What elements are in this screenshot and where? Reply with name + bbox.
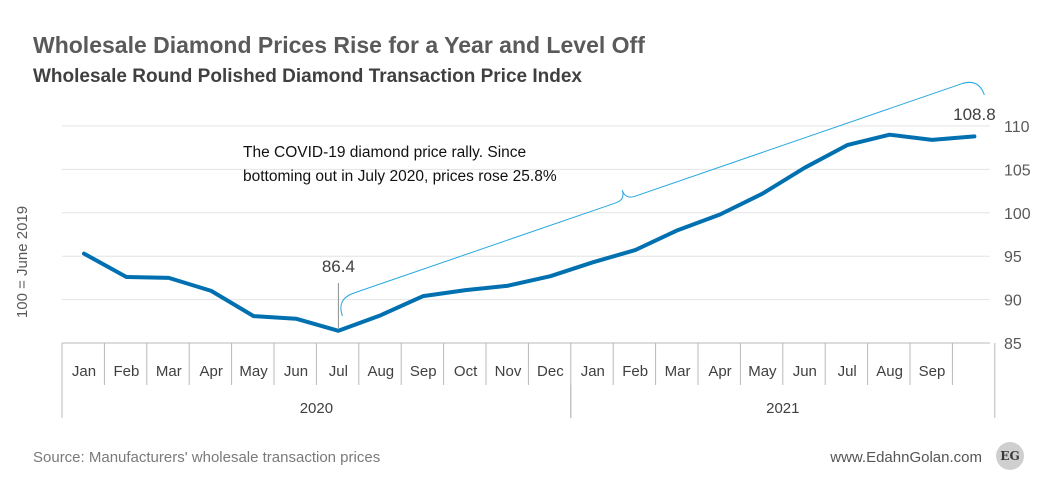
x-tick-label: Aug [876, 363, 903, 380]
y-tick-label: 95 [1004, 249, 1022, 266]
x-tick-label: Jun [793, 363, 817, 380]
x-tick-label: Jan [72, 363, 96, 380]
year-label: 2020 [300, 400, 333, 417]
x-tick-label: Sep [410, 363, 437, 380]
x-tick-label: Jul [838, 363, 857, 380]
x-tick-label: Feb [622, 363, 648, 380]
y-axis-label: 100 = June 2019 [14, 206, 31, 318]
data-points [83, 134, 975, 331]
x-tick-label: Jun [284, 363, 308, 380]
x-tick-label: Mar [156, 363, 182, 380]
x-tick-label: May [239, 363, 268, 380]
x-tick-label: May [748, 363, 777, 380]
website-link[interactable]: www.EdahnGolan.com [830, 449, 982, 466]
source-note: Source: Manufacturers' wholesale transac… [33, 449, 381, 466]
x-tick-label: Jul [329, 363, 348, 380]
x-tick-label: Jan [581, 363, 605, 380]
y-tick-label: 85 [1004, 336, 1022, 353]
y-tick-label: 100 [1004, 206, 1031, 223]
y-tick-labels: 85 90 95 100 105 110 [1004, 119, 1031, 353]
series-line [82, 132, 977, 333]
year-label: 2021 [766, 400, 799, 417]
y-tick-label: 105 [1004, 162, 1031, 179]
data-label: 86.4 [322, 257, 355, 276]
data-labels: 86.4 108.8 [322, 105, 996, 328]
y-tick-label: 90 [1004, 293, 1022, 310]
x-tick-label: Oct [454, 363, 478, 380]
data-label: 108.8 [953, 105, 996, 124]
gridlines [62, 125, 990, 301]
annotation-text-line-2: bottoming out in July 2020, prices rose … [243, 168, 557, 185]
y-tick-label: 110 [1004, 119, 1030, 136]
x-tick-label: Feb [113, 363, 139, 380]
chart-subtitle: Wholesale Round Polished Diamond Transac… [33, 66, 582, 87]
x-tick-label: Mar [665, 363, 691, 380]
annotation-text-line-1: The COVID-19 diamond price rally. Since [243, 144, 526, 161]
x-axis: Jan Feb Mar Apr May Jun Jul Aug Sep Oct Nov Dec Jan F… [61, 342, 996, 418]
x-tick-label: Dec [537, 363, 564, 380]
x-tick-label: Apr [708, 363, 731, 380]
annotation: The COVID-19 diamond price rally. Since … [243, 81, 985, 317]
x-tick-label: Sep [919, 363, 946, 380]
annotation-bracket [340, 81, 985, 317]
x-tick-label: Nov [495, 363, 522, 380]
eg-logo: EG [996, 442, 1024, 470]
x-tick-label: Apr [200, 363, 223, 380]
chart-title: Wholesale Diamond Prices Rise for a Year… [33, 32, 645, 58]
x-tick-label: Aug [367, 363, 394, 380]
